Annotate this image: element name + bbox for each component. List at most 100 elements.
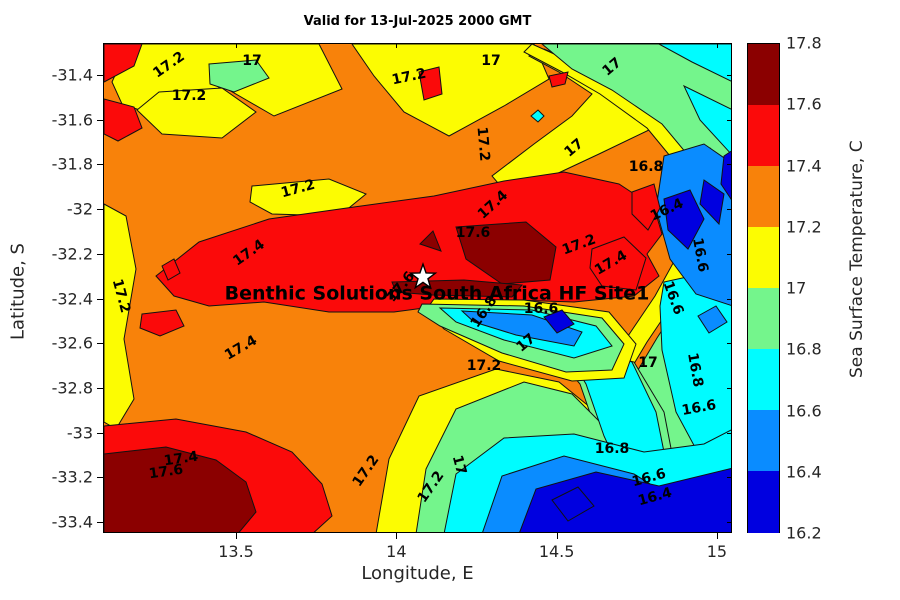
tick-mark [727,209,732,211]
colorbar-segment-green [748,288,779,350]
tick-mark [716,43,718,48]
y-tick-label: -31.4 [51,65,93,85]
colorbar-segment-darkred [748,44,779,106]
tick-mark [727,522,732,524]
contour-band-blue [697,305,728,334]
tick-mark [727,253,732,255]
x-tick-label: 14.5 [538,542,575,561]
colorbar-label: Sea Surface Temperature, C [847,140,867,378]
tick-mark [727,164,732,166]
y-tick-label: -33.4 [51,512,93,532]
y-tick-label: -32.6 [51,333,93,353]
contour-label: 16.6 [523,301,559,317]
tick-mark [727,343,732,345]
tick-mark [727,119,732,121]
colorbar-tick-label: 16.2 [786,523,822,543]
colorbar-segment-red [748,105,779,167]
y-tick-label: -31.6 [51,110,93,130]
colorbar-segment-yellow [748,227,779,289]
tick-mark [97,119,103,121]
colorbar-tick-label: 16.8 [786,339,822,359]
contour-band-yellow [351,44,550,137]
y-tick-label: -32 [66,199,93,219]
colorbar-segment-orange [748,166,779,228]
colorbar-segment-deepblue [748,471,779,533]
tick-mark [727,298,732,300]
contour-label: 17 [242,53,262,69]
tick-mark [556,43,558,48]
tick-mark [97,522,103,524]
contour-band-red [104,44,143,83]
contour-band-red [589,236,647,291]
tick-mark [97,343,103,345]
contour-label: 16.8 [628,159,664,175]
x-tick-label: 13.5 [218,542,254,561]
tick-mark [97,387,103,389]
chart-title: Valid for 13-Jul-2025 2000 GMT [303,14,532,29]
colorbar-tick-label: 16.4 [786,462,822,482]
contour-label: 17 [638,355,658,371]
tick-mark [97,74,103,76]
tick-mark [396,533,398,539]
contour-band-deepblue [699,179,725,226]
x-tick-label: 15 [706,542,728,561]
contour-label: 17 [481,53,501,69]
tick-mark [727,387,732,389]
tick-mark [727,74,732,76]
colorbar-tick-label: 17.8 [786,33,822,53]
contour-band-deepblue [720,150,731,200]
colorbar-tick-label: 17.2 [786,217,822,237]
contour-band-cyan [658,44,731,82]
station-annotation: Benthic Solutions South Africa HF Site1 [224,282,650,305]
contour-band-darkred [419,230,442,252]
y-tick-label: -32.4 [51,289,93,308]
tick-mark [236,43,238,48]
contour-label: 17.2 [473,126,493,162]
contour-band-deepblue [663,189,705,250]
tick-mark [97,209,103,211]
contour-band-green [208,59,270,93]
contour-band-red [139,309,185,337]
contour-label: 16.8 [594,441,630,457]
colorbar [747,43,780,533]
tick-mark [97,164,103,166]
tick-mark [727,477,732,479]
colorbar-tick-label: 17 [786,278,807,298]
colorbar-tick-label: 17.4 [786,156,822,175]
contour-band-red [548,71,569,88]
contour-label: 17.2 [171,88,207,104]
tick-mark [97,253,103,255]
colorbar-segment-cyan [748,349,779,411]
y-tick-label: -31.8 [51,154,93,174]
colorbar-tick-label: 16.6 [786,401,822,420]
y-tick-label: -32.8 [51,378,93,398]
contour-band-cyan [530,109,545,123]
contour-band-red [161,258,181,281]
contour-band-red [104,98,143,142]
contour-band-darkred [455,221,557,285]
x-axis-label: Longitude, E [361,563,474,584]
contour-band-cyan [682,84,731,155]
contour-band-yellow [104,203,137,430]
tick-mark [716,533,718,539]
tick-mark [556,533,558,539]
contour-label: 17.6 [455,225,491,241]
tick-mark [97,477,103,479]
contour-band-deepblue [551,486,595,522]
contour-band-deepblue [543,309,575,334]
tick-mark [396,43,398,48]
tick-mark [97,432,103,434]
contour-band-red [418,66,443,101]
y-tick-label: -33 [66,423,93,443]
contour-band-red [631,183,661,231]
colorbar-segment-blue [748,410,779,472]
contour-band-darkred [104,446,257,532]
y-axis-label: Latitude, S [7,243,29,340]
contour-map [104,44,731,532]
contour-label: 17.2 [466,358,502,374]
tick-mark [236,533,238,539]
plot-area: 17.2 17 17.2 17.2 17 17 17.2 17 16.8 16.4 17.4 17.6… [103,43,732,533]
contour-band-blue [460,310,583,347]
y-tick-label: -33.2 [51,467,93,487]
